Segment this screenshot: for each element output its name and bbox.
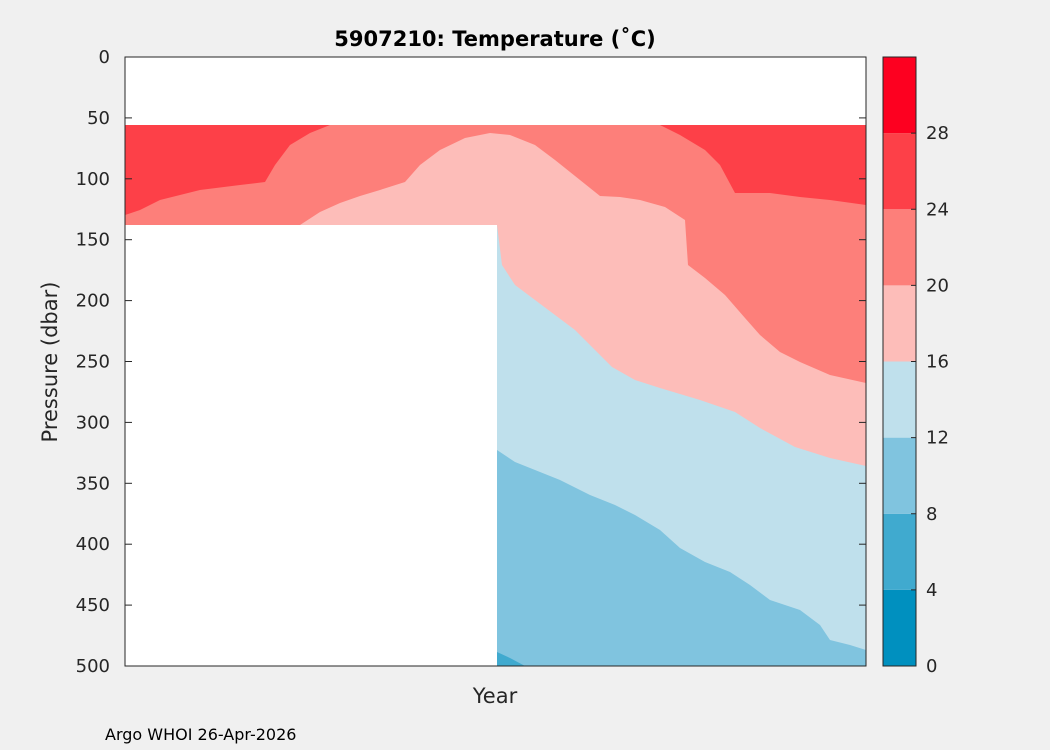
colorbar-tick-label: 0 [926, 656, 937, 677]
colorbar-band [883, 133, 916, 210]
colorbar-band [883, 285, 916, 362]
colorbar-band [883, 513, 916, 590]
colorbar-tick-label: 4 [926, 580, 937, 601]
colorbar-band [883, 437, 916, 514]
colorbar-tick-label: 12 [926, 428, 949, 449]
chart-title: 5907210: Temperature (˚C) [334, 27, 655, 51]
colorbar-band [883, 361, 916, 438]
y-tick-label: 50 [87, 108, 110, 129]
no-data-left [125, 225, 497, 666]
y-tick-label: 200 [76, 291, 110, 312]
y-tick-label: 250 [76, 352, 110, 373]
y-tick-label: 450 [76, 595, 110, 616]
colorbar-tick-label: 8 [926, 504, 937, 525]
colorbar: 0 4 8 12 16 20 24 28 [882, 56, 949, 677]
x-axis-label: Year [472, 684, 518, 708]
y-axis-label: Pressure (dbar) [38, 282, 62, 443]
colorbar-band [883, 589, 916, 666]
y-axis: 0 50 100 150 200 250 300 350 400 450 500 [76, 47, 866, 677]
y-tick-label: 400 [76, 534, 110, 555]
band-8-12 [497, 450, 866, 666]
colorbar-tick-label: 20 [926, 275, 949, 296]
colorbar-band [883, 57, 916, 134]
y-tick-label: 350 [76, 473, 110, 494]
y-tick-label: 100 [76, 169, 110, 190]
y-tick-label: 0 [99, 47, 110, 68]
colorbar-tick-label: 28 [926, 123, 949, 144]
credit-text: Argo WHOI 26-Apr-2026 [105, 725, 297, 744]
colorbar-tick-label: 16 [926, 352, 949, 373]
colorbar-tick-label: 24 [926, 199, 949, 220]
y-tick-label: 500 [76, 656, 110, 677]
contour-bands [125, 57, 866, 666]
band-4-8 [497, 652, 525, 666]
y-tick-label: 300 [76, 412, 110, 433]
y-tick-label: 150 [76, 230, 110, 251]
colorbar-band [883, 209, 916, 286]
no-data-top [125, 57, 866, 125]
